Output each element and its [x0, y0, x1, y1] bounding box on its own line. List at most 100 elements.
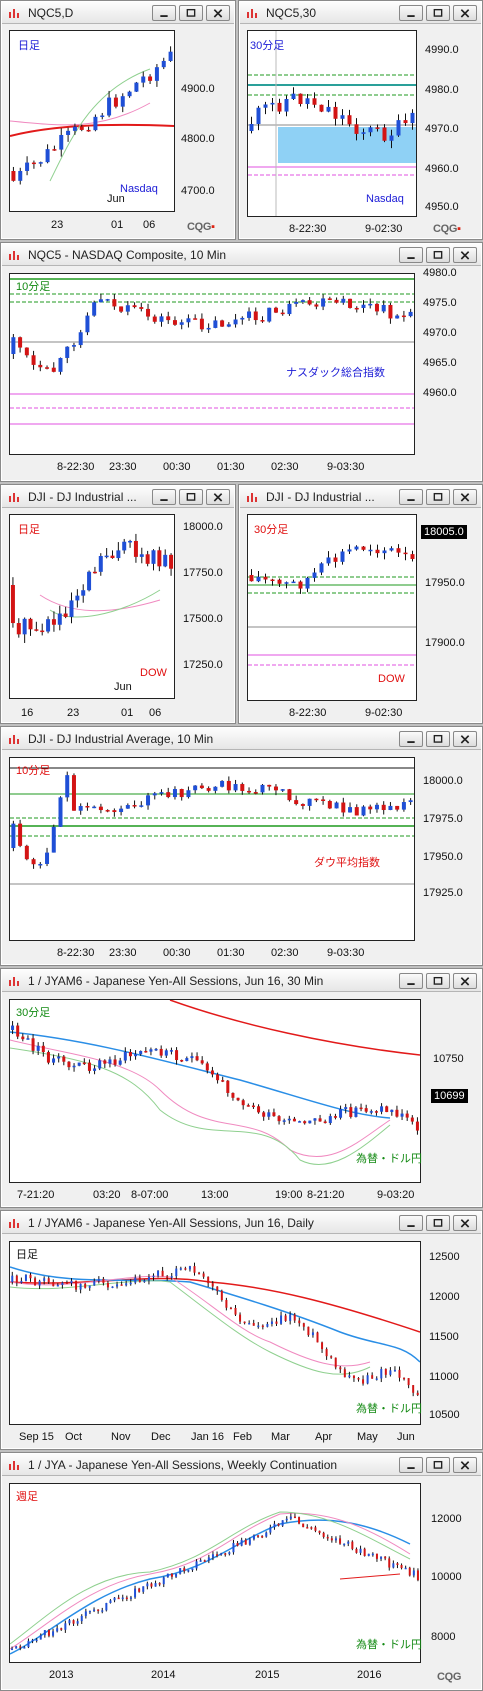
- minimize-icon[interactable]: [399, 1457, 423, 1473]
- restore-icon[interactable]: [179, 5, 203, 21]
- restore-icon[interactable]: [179, 489, 203, 505]
- x-tick: 02:30: [271, 947, 299, 959]
- price-chart[interactable]: 10分足 ナスダック総合指数: [9, 273, 415, 455]
- close-icon[interactable]: [453, 489, 477, 505]
- y-tick: 12000: [429, 1291, 460, 1303]
- candles-svg: [9, 1511, 419, 1655]
- instrument-label: 為替・ドル円: [356, 1403, 422, 1415]
- minimize-icon[interactable]: [152, 489, 176, 505]
- minimize-icon[interactable]: [399, 5, 423, 21]
- title-bar[interactable]: 1 / JYA - Japanese Yen-All Sessions, Wee…: [2, 1454, 481, 1476]
- candle-body: [117, 1597, 120, 1600]
- candle-body: [26, 1038, 30, 1040]
- candle-body: [340, 551, 345, 562]
- restore-icon[interactable]: [426, 247, 450, 263]
- restore-icon[interactable]: [426, 1215, 450, 1231]
- candle-body: [267, 307, 272, 322]
- candle-body: [398, 1369, 401, 1378]
- restore-icon[interactable]: [426, 5, 450, 21]
- y-tick: 4970.0: [423, 327, 457, 339]
- title-bar[interactable]: NQC5 - NASDAQ Composite, 10 Min: [2, 244, 481, 266]
- minimize-icon[interactable]: [399, 247, 423, 263]
- candle-body: [129, 1282, 132, 1285]
- candle-body: [184, 1268, 187, 1270]
- chart-window-nqc5-30min[interactable]: NQC5,30 30分足 Nasdaq 4990.0 4980.0 4970.0…: [238, 0, 483, 240]
- price-chart[interactable]: 30分足 為替・ドル円: [9, 999, 422, 1183]
- chart-window-jpy-weekly[interactable]: 1 / JYA - Japanese Yen-All Sessions, Wee…: [0, 1452, 483, 1691]
- minimize-icon[interactable]: [152, 5, 176, 21]
- title-bar[interactable]: NQC5,D: [2, 2, 234, 24]
- candle-body: [133, 540, 138, 557]
- candle-body: [292, 1118, 296, 1122]
- chart-window-dji-daily[interactable]: DJI - DJ Industrial ... 日足 DOW Jun 18000…: [0, 484, 236, 724]
- close-icon[interactable]: [453, 731, 477, 747]
- close-icon[interactable]: [453, 973, 477, 989]
- candle-body: [293, 1314, 296, 1321]
- app-icon: [9, 493, 19, 502]
- candle-body: [405, 1113, 409, 1118]
- candle-body: [87, 1062, 91, 1071]
- chart-window-jpy-daily[interactable]: 1 / JYAM6 - Japanese Yen-All Sessions, J…: [0, 1210, 483, 1450]
- price-chart[interactable]: 週足 為替・ドル円: [9, 1483, 422, 1663]
- restore-icon[interactable]: [426, 1457, 450, 1473]
- candle-body: [125, 805, 130, 809]
- period-label: 日足: [18, 524, 40, 536]
- price-chart[interactable]: 日足 Nasdaq Jun: [9, 30, 175, 212]
- candle-body: [149, 1049, 153, 1052]
- title-bar[interactable]: 1 / JYAM6 - Japanese Yen-All Sessions, J…: [2, 970, 481, 992]
- candle-body: [369, 1111, 373, 1113]
- chart-window-nqc5-daily[interactable]: NQC5,D 日足 Nasdaq Jun 4900.0 4800.0 4700.…: [0, 0, 236, 240]
- candle-body: [307, 798, 312, 806]
- candle-body: [239, 1314, 242, 1322]
- minimize-icon[interactable]: [399, 489, 423, 505]
- candle-body: [410, 554, 415, 559]
- price-chart[interactable]: 10分足 ダウ平均指数: [9, 757, 415, 941]
- x-tick: 9-03:20: [377, 1189, 415, 1201]
- close-icon[interactable]: [453, 1457, 477, 1473]
- candle-body: [72, 1065, 76, 1068]
- candle-body: [228, 1552, 231, 1555]
- candle-body: [105, 810, 110, 812]
- candle-body: [326, 106, 331, 112]
- close-icon[interactable]: [453, 1215, 477, 1231]
- title-bar[interactable]: DJI - DJ Industrial ...: [240, 486, 481, 508]
- close-icon[interactable]: [206, 5, 230, 21]
- candle-body: [298, 93, 303, 105]
- chart-window-jpy-30min[interactable]: 1 / JYAM6 - Japanese Yen-All Sessions, J…: [0, 968, 483, 1208]
- candle-body: [220, 320, 225, 327]
- title-bar[interactable]: NQC5,30: [240, 2, 481, 24]
- candle-body: [400, 1113, 404, 1117]
- candle-body: [321, 1342, 324, 1350]
- chart-window-dji-10min[interactable]: DJI - DJ Industrial Average, 10 Min 10分足…: [0, 726, 483, 966]
- candle-body: [326, 1536, 329, 1539]
- close-icon[interactable]: [206, 489, 230, 505]
- minimize-icon[interactable]: [399, 973, 423, 989]
- restore-icon[interactable]: [426, 973, 450, 989]
- candle-body: [92, 571, 97, 574]
- candle-body: [354, 546, 359, 550]
- candle-body: [354, 307, 359, 310]
- candle-body: [211, 1554, 214, 1558]
- candle-body: [252, 1323, 255, 1326]
- candle-body: [220, 780, 225, 787]
- price-chart[interactable]: 日足 DOW Jun: [9, 514, 175, 699]
- price-chart[interactable]: 日足 為替・ドル円: [9, 1241, 422, 1425]
- close-icon[interactable]: [453, 247, 477, 263]
- candle-body: [216, 1286, 219, 1291]
- restore-icon[interactable]: [426, 731, 450, 747]
- chart-window-dji-30min[interactable]: DJI - DJ Industrial ... 30分足 DOW 18005.0…: [238, 484, 483, 724]
- candle-body: [341, 802, 346, 813]
- chart-window-nasdaq-10min[interactable]: NQC5 - NASDAQ Composite, 10 Min 10分足 ナスダ…: [0, 242, 483, 482]
- minimize-icon[interactable]: [399, 1215, 423, 1231]
- minimize-icon[interactable]: [399, 731, 423, 747]
- restore-icon[interactable]: [426, 489, 450, 505]
- title-bar[interactable]: DJI - DJ Industrial Average, 10 Min: [2, 728, 481, 750]
- price-chart[interactable]: 30分足 Nasdaq: [247, 30, 417, 217]
- candle-body: [139, 1050, 143, 1055]
- price-chart[interactable]: 30分足 DOW: [247, 514, 417, 701]
- window-title: 1 / JYAM6 - Japanese Yen-All Sessions, J…: [28, 1216, 314, 1230]
- candle-body: [347, 549, 352, 552]
- title-bar[interactable]: 1 / JYAM6 - Japanese Yen-All Sessions, J…: [2, 1212, 481, 1234]
- title-bar[interactable]: DJI - DJ Industrial ...: [2, 486, 234, 508]
- close-icon[interactable]: [453, 5, 477, 21]
